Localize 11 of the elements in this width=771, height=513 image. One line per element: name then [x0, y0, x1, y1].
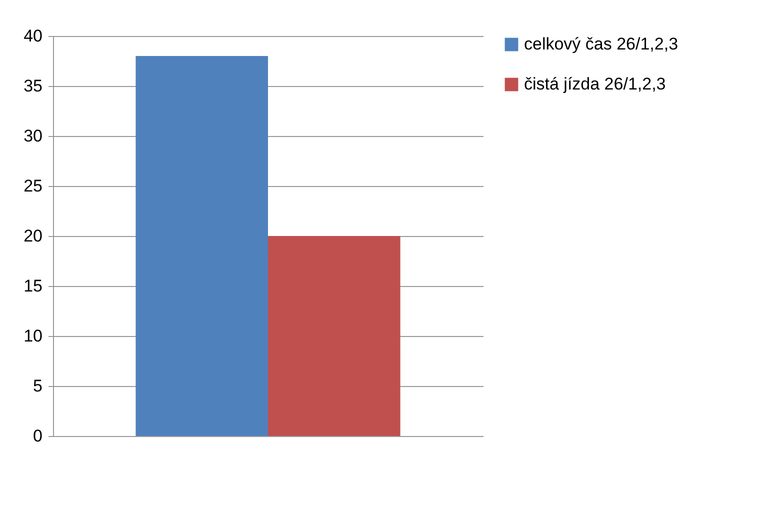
y-tick-label: 20	[24, 226, 42, 246]
y-tick-label: 30	[24, 126, 42, 146]
y-tick-label: 0	[33, 426, 42, 446]
legend-label: celkový čas 26/1,2,3	[524, 34, 678, 54]
y-tick-label: 40	[24, 26, 42, 46]
y-tick-label: 25	[24, 176, 42, 196]
y-tick-label: 10	[24, 326, 42, 346]
legend-label: čistá jízda 26/1,2,3	[524, 74, 666, 94]
y-tick-label: 15	[24, 276, 42, 296]
y-tick-label: 5	[33, 376, 42, 396]
y-tick-label: 35	[24, 76, 42, 96]
